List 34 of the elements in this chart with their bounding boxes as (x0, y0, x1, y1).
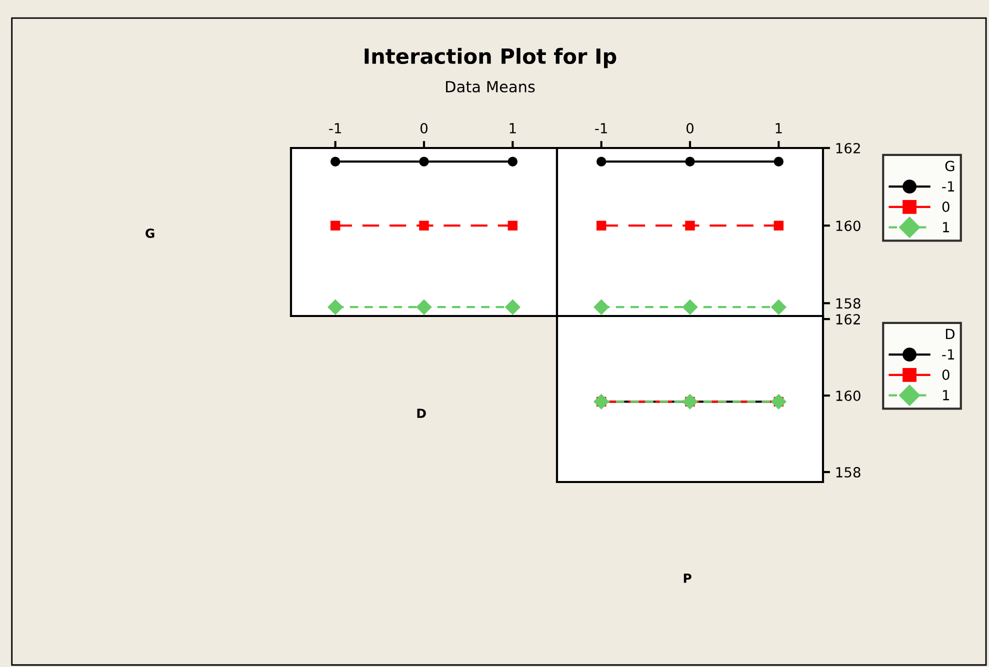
legend-title: D (946, 328, 955, 340)
chart-subtitle: Data Means (446, 81, 535, 92)
x-tick-label: 0 (686, 123, 694, 134)
x-axis-title: D (417, 408, 426, 418)
point (685, 156, 695, 166)
legend-label: -1 (942, 349, 954, 360)
point (771, 300, 786, 315)
y-tick-label: 162 (836, 314, 860, 325)
point (682, 300, 698, 315)
legend-title: G (945, 160, 954, 172)
point (685, 220, 695, 230)
point (596, 220, 606, 230)
y-tick-label: 160 (836, 390, 860, 402)
chart-title: Interaction Plot for Ip (364, 48, 616, 68)
x-tick-label: 0 (420, 123, 428, 134)
legend-label: -1 (942, 181, 954, 192)
y-tick-label: 158 (836, 298, 860, 309)
x-axis-title: P (684, 574, 692, 583)
point (774, 220, 784, 230)
y-tick-label: 162 (836, 142, 860, 154)
x-tick-label: 1 (776, 123, 782, 134)
point (774, 156, 784, 166)
x-tick-label: -1 (595, 123, 607, 134)
legend-label: 0 (942, 370, 950, 380)
y-tick-label: 158 (836, 467, 860, 478)
legend-label: 1 (943, 390, 950, 400)
point (596, 156, 606, 166)
y-axis-title: G (146, 228, 154, 238)
legend-label: 0 (942, 202, 950, 212)
y-tick-label: 160 (836, 220, 860, 232)
point (594, 300, 609, 315)
legend-label: 1 (943, 222, 950, 232)
x-tick-label: -1 (329, 123, 341, 134)
x-tick-label: 1 (510, 123, 516, 134)
